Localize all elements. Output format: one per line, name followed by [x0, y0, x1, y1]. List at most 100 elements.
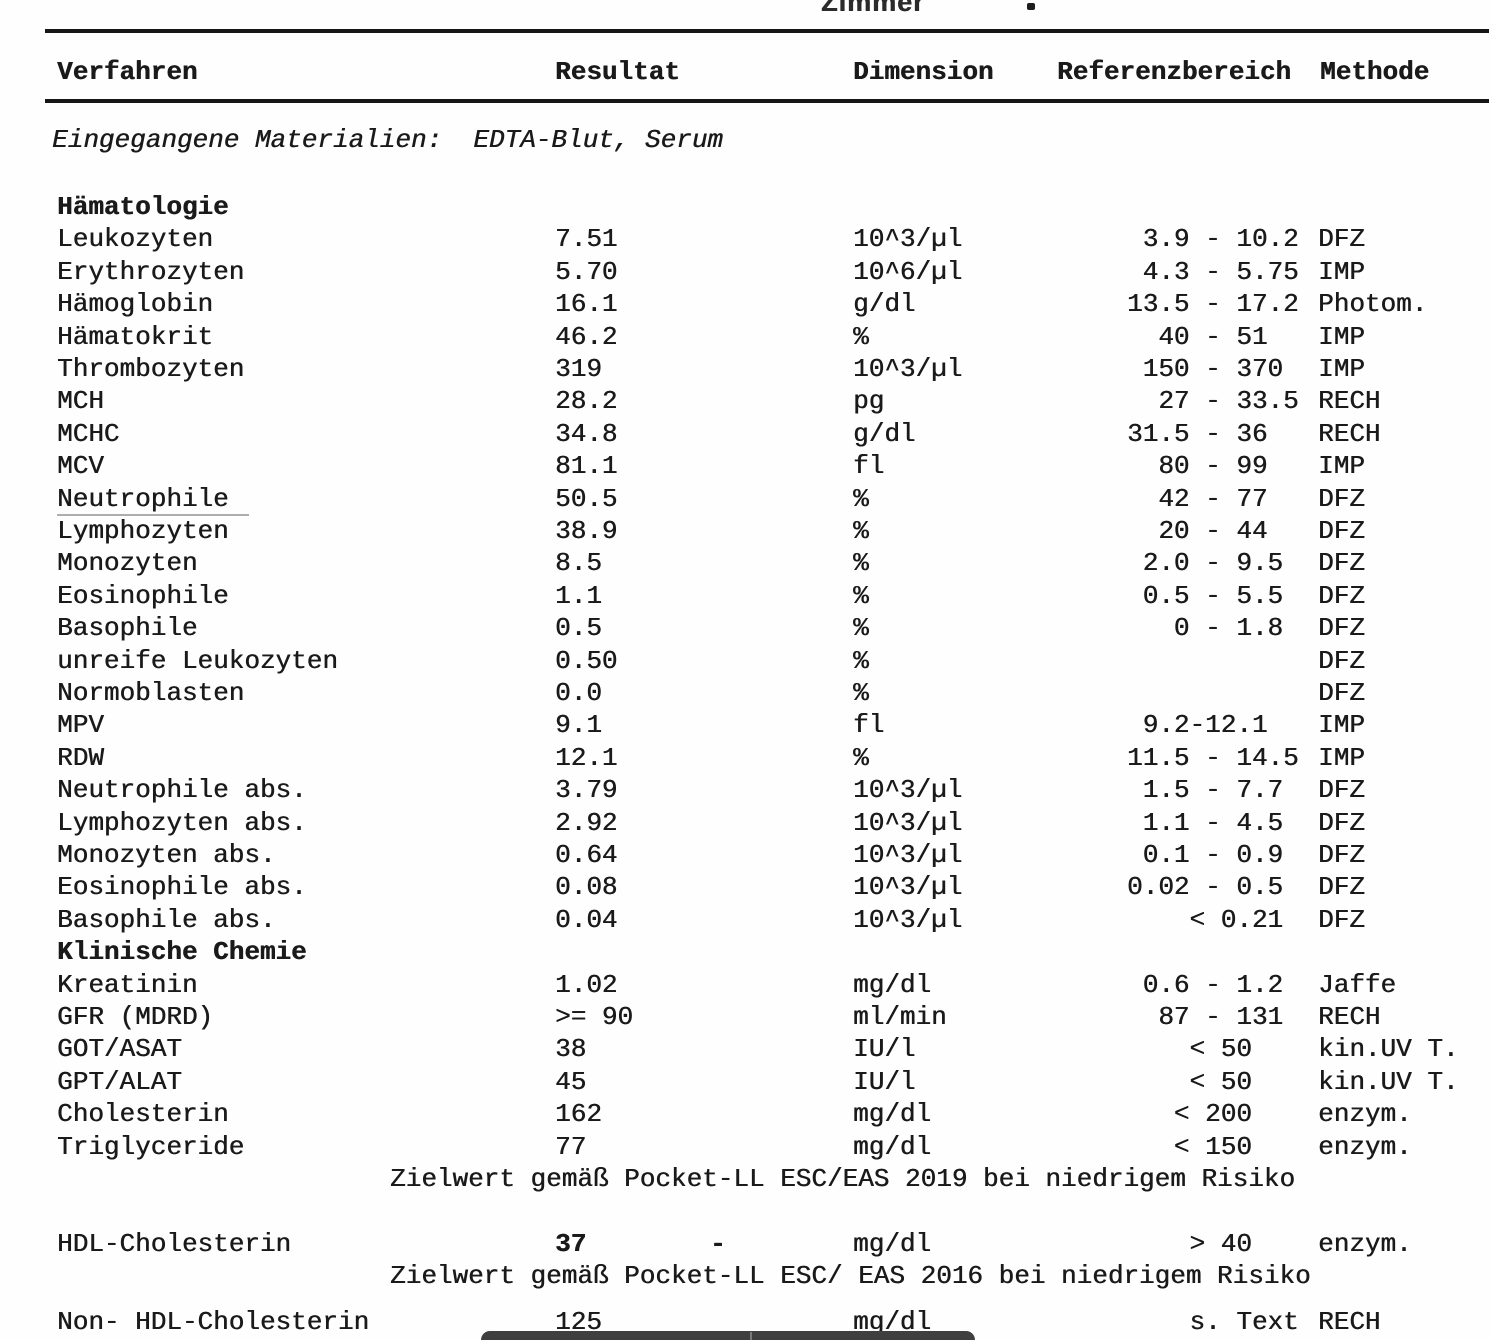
methode-cell: RECH: [1318, 386, 1381, 417]
dimension-cell: 10^3/µl: [853, 224, 963, 255]
table-row: Lymphozyten abs. 2.92 10^3/µl 1.1 - 4.5 DFZ: [0, 808, 1492, 841]
resultat-cell: 38: [555, 1034, 587, 1065]
verfahren-cell: Kreatinin: [57, 969, 198, 1000]
table-row: Thrombozyten 319 10^3/µl 150 - 370 IMP: [0, 354, 1492, 387]
referenzbereich-cell: 31.5 - 36: [1127, 418, 1268, 449]
resultat-cell: 50.5: [555, 483, 618, 514]
resultat-cell: 45: [555, 1066, 587, 1097]
methode-cell: DFZ: [1318, 548, 1365, 579]
methode-cell: IMP: [1318, 321, 1365, 352]
materials-line: Eingegangene Materialien: EDTA-Blut, Ser…: [52, 125, 723, 155]
table-row: MCH 28.2 pg 27 - 33.5 RECH: [0, 386, 1492, 419]
dimension-cell: IU/l: [853, 1066, 916, 1097]
referenzbereich-cell: 1.1 - 4.5: [1127, 807, 1284, 838]
blank-row: [0, 1196, 1492, 1229]
dimension-cell: %: [853, 742, 869, 773]
letterhead-partial-text: Zimmer: [821, 0, 925, 17]
resultat-cell: >= 90: [555, 1002, 634, 1032]
dimension-cell: %: [853, 548, 869, 579]
dimension-cell: %: [853, 645, 869, 676]
table-row: HDL-Cholesterin 37 - mg/dl > 40 enzym.: [0, 1229, 1492, 1262]
referenzbereich-cell: 80 - 99: [1127, 451, 1268, 482]
table-row: RDW 12.1% 11.5 - 14.5 IMP: [0, 743, 1492, 776]
verfahren-cell: Normoblasten: [57, 678, 245, 708]
referenzbereich-cell: 0.6 - 1.2: [1127, 969, 1284, 1000]
dimension-cell: 10^3/µl: [853, 840, 963, 870]
referenzbereich-cell: 4.3 - 5.75: [1127, 256, 1299, 287]
verfahren-cell: Leukozyten: [57, 224, 214, 255]
table-row: Neutrophile 50.5% 42 - 77 DFZ: [0, 484, 1492, 517]
methode-cell: DFZ: [1318, 775, 1365, 806]
verfahren-cell: unreife Leukozyten: [57, 645, 338, 676]
verfahren-cell: MCHC: [57, 418, 120, 449]
verfahren-cell: Hämoglobin: [57, 289, 214, 320]
note-row: Zielwert gemäß Pocket-LL ESC/ EAS 2016 b…: [0, 1261, 1492, 1294]
methode-cell: enzym.: [1318, 1131, 1412, 1162]
dimension-cell: 10^3/µl: [853, 904, 963, 935]
resultat-cell: 16.1: [555, 289, 618, 320]
verfahren-cell: Cholesterin: [57, 1099, 229, 1130]
referenzbereich-cell: < 0.21: [1127, 904, 1284, 935]
redaction-bar-seam: [750, 1332, 752, 1340]
referenzbereich-cell: 0 - 1.8: [1127, 613, 1284, 644]
verfahren-cell: Erythrozyten: [57, 256, 245, 287]
verfahren-cell: GFR (MDRD): [57, 1002, 214, 1032]
resultat-cell: 3.79: [555, 775, 618, 806]
resultat-cell: 28.2: [555, 386, 618, 417]
dimension-cell: mg/dl: [853, 969, 932, 1000]
resultat-cell: 162: [555, 1099, 602, 1130]
referenzbereich-cell: 42 - 77: [1127, 483, 1268, 514]
table-row: Hämatokrit 46.2% 40 - 51 IMP: [0, 322, 1492, 355]
table-row: MCV 81.1 fl 80 - 99 IMP: [0, 451, 1492, 484]
methode-cell: DFZ: [1318, 613, 1365, 644]
referenzbereich-cell: 40 - 51: [1127, 321, 1268, 352]
referenzbereich-cell: 0.02 - 0.5: [1127, 872, 1284, 903]
column-header-resultat: Resultat: [555, 57, 680, 87]
methode-cell: DFZ: [1318, 872, 1365, 903]
referenzbereich-cell: 13.5 - 17.2: [1127, 289, 1299, 320]
resultat-cell: 1.02: [555, 969, 618, 1000]
section-row: Klinische Chemie: [0, 937, 1492, 970]
table-row: Lymphozyten 38.9% 20 - 44 DFZ: [0, 516, 1492, 549]
referenzbereich-cell: s. Text: [1127, 1306, 1299, 1337]
dimension-cell: g/dl: [853, 289, 916, 320]
top-rule: [45, 29, 1489, 33]
resultat-cell: 37: [555, 1228, 587, 1259]
dimension-cell: mg/dl: [853, 1131, 932, 1162]
table-row: Hämoglobin 16.1 g/dl 13.5 - 17.2 Photom.: [0, 289, 1492, 322]
methode-cell: IMP: [1318, 742, 1365, 773]
methode-cell: DFZ: [1318, 807, 1365, 838]
verfahren-cell: Non- HDL-Cholesterin: [57, 1306, 370, 1337]
methode-cell: DFZ: [1318, 224, 1365, 255]
verfahren-cell: Basophile abs.: [57, 904, 276, 935]
verfahren-cell: Neutrophile: [57, 483, 229, 514]
table-row: Triglyceride 77 mg/dl < 150 enzym.: [0, 1132, 1492, 1165]
resultat-cell: 38.9: [555, 516, 618, 546]
dimension-cell: %: [853, 678, 869, 708]
verfahren-cell: GOT/ASAT: [57, 1034, 182, 1065]
referenzbereich-cell: 150 - 370: [1127, 354, 1284, 384]
dimension-cell: 10^3/µl: [853, 775, 963, 806]
scan-artifact-line: [57, 514, 249, 516]
dimension-cell: 10^3/µl: [853, 354, 963, 384]
result-flag-marker: -: [710, 1228, 726, 1259]
table-row: Monozyten 8.5% 2.0 - 9.5 DFZ: [0, 548, 1492, 581]
resultat-cell: 5.70: [555, 256, 618, 287]
methode-cell: DFZ: [1318, 645, 1365, 676]
table-row: MCHC 34.8 g/dl 31.5 - 36 RECH: [0, 419, 1492, 452]
verfahren-cell: Eosinophile abs.: [57, 872, 307, 903]
verfahren-cell: Eosinophile: [57, 580, 229, 611]
resultat-cell: 0.04: [555, 904, 618, 935]
dimension-cell: 10^3/µl: [853, 807, 963, 838]
resultat-cell: 34.8: [555, 418, 618, 449]
methode-cell: DFZ: [1318, 840, 1365, 870]
target-value-note: Zielwert gemäß Pocket-LL ESC/EAS 2019 be…: [390, 1164, 1295, 1194]
referenzbereich-cell: 9.2-12.1: [1127, 710, 1268, 741]
methode-cell: DFZ: [1318, 678, 1365, 708]
table-row: unreife Leukozyten 0.50% DFZ: [0, 646, 1492, 679]
methode-cell: RECH: [1318, 418, 1381, 449]
table-row: Eosinophile abs. 0.08 10^3/µl 0.02 - 0.5 DFZ: [0, 872, 1492, 905]
dimension-cell: 10^6/µl: [853, 256, 963, 287]
methode-cell: IMP: [1318, 710, 1365, 741]
resultat-cell: 9.1: [555, 710, 602, 741]
